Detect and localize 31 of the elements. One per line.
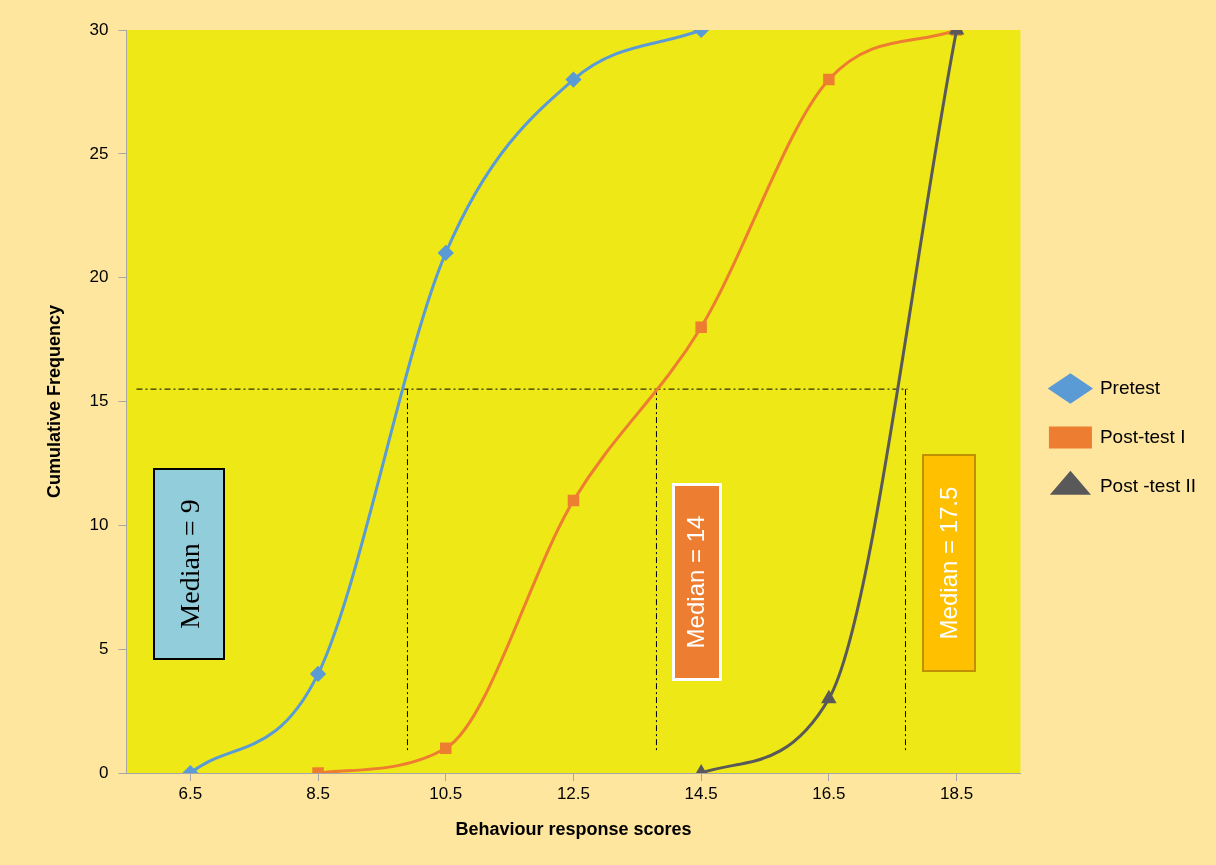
x-tick-label: 10.5	[429, 783, 463, 803]
point	[567, 494, 580, 507]
annotation: Median = 14	[682, 515, 711, 649]
x-tick-label: 16.5	[812, 783, 846, 803]
x-tick-label: 8.5	[306, 783, 330, 803]
x-tick-label: 18.5	[940, 783, 974, 803]
x-axis-title: Behaviour response scores	[455, 819, 692, 840]
legend-label: Post -test II	[1099, 474, 1197, 496]
point	[695, 321, 707, 333]
legend-label: Post-test I	[1099, 425, 1186, 447]
y-tick-label: 15	[89, 391, 109, 411]
x-tick-label: 14.5	[684, 783, 718, 803]
y-tick-label: 10	[89, 515, 109, 535]
y-tick-label: 20	[89, 267, 109, 287]
y-tick-label: 0	[99, 762, 109, 782]
point	[822, 691, 836, 704]
y-tick-label: 5	[99, 638, 109, 658]
annotation: Median = 9	[173, 499, 206, 630]
y-tick-label: 30	[89, 19, 109, 39]
y-tick-label: 25	[89, 143, 109, 163]
annotation: Median = 17.5	[935, 486, 964, 639]
x-tick-label: 6.5	[178, 783, 203, 803]
text-box: Median = 9	[153, 468, 226, 661]
point	[438, 245, 454, 261]
legend-label: Pretest	[1099, 376, 1161, 398]
text-box: Median = 17.5	[922, 453, 977, 672]
text-box: Median = 14	[671, 483, 722, 682]
point	[823, 73, 835, 86]
point	[565, 72, 581, 88]
x-tick-label: 12.5	[556, 783, 591, 803]
y-axis-title: Cumulative Frequency	[43, 304, 64, 499]
